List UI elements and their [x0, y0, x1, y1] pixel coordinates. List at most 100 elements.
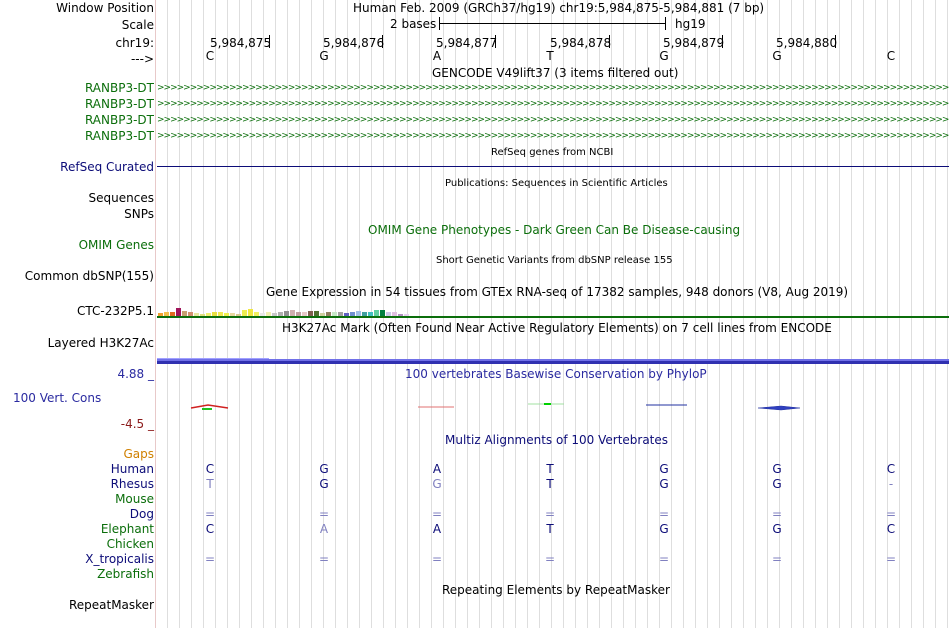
gencode-transcript-line[interactable]: >>>>>>>>>>>>>>>>>>>>>>>>>>>>>>>>>>>>>>>>… [157, 99, 949, 109]
multiz-species-label[interactable]: Rhesus [110, 477, 154, 491]
gtex-tissue-bar[interactable] [392, 312, 397, 316]
gtex-tissue-bar[interactable] [374, 310, 379, 316]
gencode-transcript-line[interactable]: >>>>>>>>>>>>>>>>>>>>>>>>>>>>>>>>>>>>>>>>… [157, 83, 949, 93]
gtex-tissue-bar[interactable] [170, 312, 175, 316]
multiz-species-label[interactable]: X_tropicalis [85, 552, 154, 566]
multiz-gaps-label[interactable]: Gaps [123, 447, 154, 461]
multiz-species-label[interactable]: Mouse [115, 492, 154, 506]
phylop-conservation-marks[interactable] [156, 400, 950, 416]
gtex-tissue-bar[interactable] [182, 311, 187, 316]
reference-base: G [772, 49, 782, 63]
multiz-aligned-base: C [886, 462, 896, 476]
multiz-track-title[interactable]: Multiz Alignments of 100 Vertebrates [445, 433, 669, 447]
multiz-aligned-base: T [546, 462, 554, 476]
gtex-tissue-bar[interactable] [314, 311, 319, 316]
multiz-species-label[interactable]: Zebrafish [97, 567, 154, 581]
gencode-track-label[interactable]: RANBP3-DT [84, 129, 154, 143]
gtex-expression-bars[interactable] [157, 300, 537, 316]
gtex-tissue-bar[interactable] [260, 313, 265, 316]
repeatmasker-track-label[interactable]: RepeatMasker [68, 598, 154, 612]
gencode-track-label[interactable]: RANBP3-DT [84, 113, 154, 127]
repeatmasker-track-title[interactable]: Repeating Elements by RepeatMasker [442, 583, 670, 597]
multiz-aligned-base: G [659, 522, 669, 536]
gencode-track-title[interactable]: GENCODE V49lift37 (3 items filtered out) [432, 66, 679, 80]
gtex-tissue-bar[interactable] [368, 312, 373, 316]
browser-title: Human Feb. 2009 (GRCh37/hg19) chr19:5,98… [353, 1, 765, 15]
reference-base: C [886, 49, 896, 63]
gtex-tissue-bar[interactable] [332, 312, 337, 316]
refseq-track-label[interactable]: RefSeq Curated [60, 160, 154, 174]
gtex-tissue-bar[interactable] [320, 313, 325, 316]
gtex-tissue-bar[interactable] [158, 313, 163, 316]
gtex-tissue-bar[interactable] [290, 310, 295, 316]
gtex-tissue-bar[interactable] [272, 313, 277, 316]
multiz-species-label[interactable]: Dog [129, 507, 154, 521]
publications-sequences-label[interactable]: Sequences [88, 191, 154, 205]
multiz-aligned-base: G [659, 462, 669, 476]
multiz-aligned-base: C [205, 522, 215, 536]
h3k27ac-signal[interactable] [157, 356, 949, 366]
gtex-tissue-bar[interactable] [224, 313, 229, 316]
multiz-aligned-base: G [772, 522, 782, 536]
gtex-tissue-bar[interactable] [194, 313, 199, 316]
gtex-tissue-bar[interactable] [404, 314, 409, 316]
refseq-gene-line[interactable] [157, 166, 949, 167]
omim-track-title[interactable]: OMIM Gene Phenotypes - Dark Green Can Be… [368, 223, 741, 237]
multiz-species-label[interactable]: Chicken [106, 537, 154, 551]
gtex-tissue-bar[interactable] [230, 313, 235, 316]
gtex-tissue-bar[interactable] [248, 309, 253, 316]
gtex-tissue-bar[interactable] [200, 314, 205, 316]
gtex-tissue-bar[interactable] [386, 312, 391, 316]
gtex-tissue-bar[interactable] [284, 311, 289, 316]
scale-bar [439, 17, 666, 31]
multiz-aligned-base: A [432, 522, 442, 536]
omim-track-label[interactable]: OMIM Genes [78, 238, 154, 252]
gencode-transcript-line[interactable]: >>>>>>>>>>>>>>>>>>>>>>>>>>>>>>>>>>>>>>>>… [157, 131, 949, 141]
multiz-aligned-base: T [546, 522, 554, 536]
gtex-tissue-bar[interactable] [350, 312, 355, 316]
multiz-species-label[interactable]: Human [110, 462, 154, 476]
gtex-track-title[interactable]: Gene Expression in 54 tissues from GTEx … [266, 285, 849, 299]
gtex-tissue-bar[interactable] [356, 311, 361, 316]
gtex-tissue-bar[interactable] [296, 312, 301, 316]
position-tick [382, 35, 383, 48]
gtex-tissue-bar[interactable] [164, 312, 169, 316]
gtex-tissue-bar[interactable] [176, 308, 181, 316]
gtex-tissue-bar[interactable] [236, 314, 241, 316]
h3k27ac-track-label[interactable]: Layered H3K27Ac [47, 336, 154, 350]
gtex-tissue-bar[interactable] [362, 312, 367, 316]
dbsnp-track-title[interactable]: Short Genetic Variants from dbSNP releas… [436, 255, 673, 266]
gtex-tissue-bar[interactable] [326, 312, 331, 316]
gtex-tissue-bar[interactable] [254, 312, 259, 316]
h3k27ac-track-title[interactable]: H3K27Ac Mark (Often Found Near Active Re… [282, 321, 832, 335]
gencode-transcript-line[interactable]: >>>>>>>>>>>>>>>>>>>>>>>>>>>>>>>>>>>>>>>>… [157, 115, 949, 125]
gtex-tissue-bar[interactable] [278, 312, 283, 316]
gtex-tissue-bar[interactable] [188, 312, 193, 316]
gtex-tissue-bar[interactable] [242, 310, 247, 316]
gtex-tissue-bar[interactable] [308, 311, 313, 316]
gencode-track-label[interactable]: RANBP3-DT [84, 81, 154, 95]
gtex-tissue-bar[interactable] [206, 313, 211, 316]
position-tick [495, 35, 496, 48]
gtex-tissue-bar[interactable] [212, 312, 217, 316]
publications-snps-label[interactable]: SNPs [124, 207, 154, 221]
gtex-tissue-bar[interactable] [266, 312, 271, 316]
multiz-aligned-base: = [544, 552, 556, 566]
gtex-tissue-bar[interactable] [344, 313, 349, 316]
publications-track-title[interactable]: Publications: Sequences in Scientific Ar… [445, 178, 668, 189]
position-tick [835, 35, 836, 48]
gtex-tissue-bar[interactable] [218, 312, 223, 316]
gtex-tissue-bar[interactable] [302, 312, 307, 316]
multiz-species-label[interactable]: Elephant [100, 522, 154, 536]
gtex-tissue-bar[interactable] [380, 310, 385, 316]
multiz-aligned-base: A [432, 462, 442, 476]
gtex-track-label[interactable]: CTC-232P5.1 [77, 304, 154, 318]
gtex-tissue-bar[interactable] [398, 314, 403, 316]
gencode-track-label[interactable]: RANBP3-DT [84, 97, 154, 111]
phylop-track-title[interactable]: 100 vertebrates Basewise Conservation by… [405, 367, 707, 381]
refseq-track-title[interactable]: RefSeq genes from NCBI [491, 147, 614, 158]
gtex-tissue-bar[interactable] [338, 312, 343, 316]
phylop-track-label[interactable]: 100 Vert. Cons [13, 391, 102, 405]
multiz-aligned-base: G [772, 477, 782, 491]
dbsnp-track-label[interactable]: Common dbSNP(155) [24, 269, 154, 283]
